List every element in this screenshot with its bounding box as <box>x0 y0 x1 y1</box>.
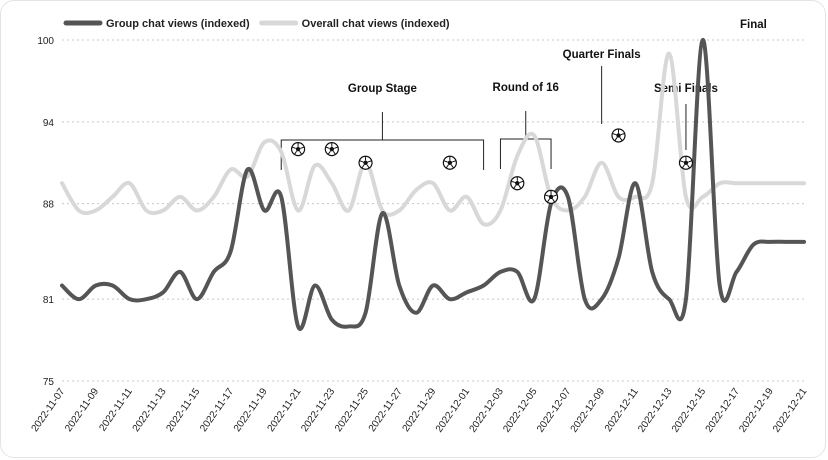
x-tick-label: 2022-11-23 <box>299 386 337 434</box>
annotation-label: Quarter Finals <box>563 49 641 61</box>
x-axis-tick-labels: 2022-11-072022-11-092022-11-112022-11-13… <box>30 386 810 435</box>
y-tick-label: 100 <box>37 36 54 47</box>
x-tick-label: 2022-12-19 <box>737 386 776 435</box>
soccer-ball-icon <box>290 142 306 157</box>
x-tick-label: 2022-12-09 <box>569 386 608 435</box>
annotation-label: Group Stage <box>348 83 417 95</box>
y-tick-label: 81 <box>43 295 55 306</box>
soccer-ball-icon <box>611 128 626 143</box>
annotations: Group Stage Round of 16 Quarter Finals Semi… <box>280 19 767 170</box>
y-tick-label: 75 <box>43 377 55 388</box>
series-lines <box>60 37 806 331</box>
gridlines <box>62 39 804 382</box>
x-tick-label: 2022-12-05 <box>501 386 540 435</box>
soccer-ball-icon <box>324 142 339 157</box>
legend: Group chat views (indexed) Overall chat v… <box>63 18 450 30</box>
x-tick-label: 2022-11-17 <box>198 386 236 434</box>
legend-label: Overall chat views (indexed) <box>302 18 450 30</box>
annotation-label: Final <box>740 19 767 31</box>
x-tick-label: 2022-11-21 <box>266 386 304 434</box>
x-tick-label: 2022-12-07 <box>535 386 574 435</box>
y-tick-label: 88 <box>43 200 55 211</box>
x-tick-label: 2022-12-17 <box>704 386 743 435</box>
soccer-ball-icon <box>442 155 457 170</box>
x-tick-label: 2022-11-11 <box>97 386 135 433</box>
annotation-label: Round of 16 <box>493 82 559 94</box>
annotation-label: Semi Finals <box>654 83 718 95</box>
x-tick-label: 2022-11-09 <box>63 386 101 434</box>
x-tick-label: 2022-11-15 <box>164 386 202 434</box>
soccer-ball-icon <box>678 155 694 170</box>
series-line-overall-chat <box>60 51 806 227</box>
x-tick-label: 2022-11-13 <box>131 386 169 434</box>
x-tick-label: 2022-12-15 <box>670 386 709 435</box>
x-tick-label: 2022-11-25 <box>333 386 371 434</box>
x-tick-label: 2022-12-21 <box>771 386 810 435</box>
x-tick-label: 2022-12-03 <box>468 386 507 435</box>
series-line-group-chat <box>60 37 806 331</box>
soccer-ball-icon <box>543 189 559 204</box>
match-markers <box>290 128 694 204</box>
legend-item: Overall chat views (indexed) <box>259 18 450 30</box>
y-axis-tick-labels: 75 81 88 94 100 <box>37 36 54 388</box>
x-tick-label: 2022-11-29 <box>401 386 439 434</box>
x-tick-label: 2022-12-13 <box>636 386 675 435</box>
soccer-ball-icon <box>510 176 525 191</box>
x-tick-label: 2022-12-11 <box>603 386 641 434</box>
x-tick-label: 2022-11-19 <box>232 386 270 434</box>
x-tick-label: 2022-11-27 <box>367 386 405 434</box>
y-tick-label: 94 <box>43 118 55 129</box>
x-tick-label: 2022-11-07 <box>30 386 68 434</box>
soccer-ball-icon <box>358 155 373 170</box>
legend-item: Group chat views (indexed) <box>63 18 250 30</box>
x-tick-label: 2022-12-01 <box>434 386 473 435</box>
legend-label: Group chat views (indexed) <box>106 18 250 30</box>
